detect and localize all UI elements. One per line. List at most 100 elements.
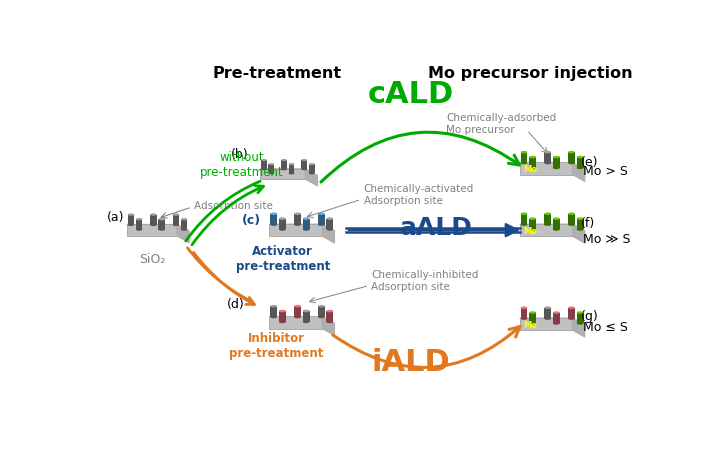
Text: Mo ≤ S: Mo ≤ S — [583, 321, 628, 334]
Polygon shape — [520, 318, 585, 325]
Bar — [294, 306, 301, 317]
Ellipse shape — [568, 162, 575, 164]
Bar — [577, 157, 583, 168]
Bar — [318, 306, 325, 317]
Bar — [318, 214, 325, 225]
Ellipse shape — [521, 317, 527, 320]
Ellipse shape — [577, 217, 583, 220]
Ellipse shape — [529, 217, 536, 220]
FancyArrowPatch shape — [187, 248, 251, 301]
Ellipse shape — [303, 321, 310, 323]
Polygon shape — [269, 317, 335, 324]
Ellipse shape — [279, 321, 286, 323]
Text: (b): (b) — [230, 148, 248, 161]
Text: without
pre-treatment: without pre-treatment — [200, 151, 284, 179]
Ellipse shape — [544, 212, 551, 215]
Ellipse shape — [544, 162, 551, 164]
Text: Mo precursor injection: Mo precursor injection — [428, 66, 633, 81]
Ellipse shape — [294, 305, 301, 308]
Bar — [568, 214, 575, 225]
Ellipse shape — [521, 212, 527, 215]
Bar — [521, 308, 527, 318]
Bar — [279, 311, 286, 322]
Ellipse shape — [127, 213, 134, 216]
Ellipse shape — [261, 159, 267, 161]
Bar — [529, 157, 536, 168]
Ellipse shape — [127, 224, 134, 226]
FancyArrowPatch shape — [186, 181, 260, 241]
Text: Chemically-adsorbed
Mo precursor: Chemically-adsorbed Mo precursor — [446, 113, 557, 135]
FancyArrowPatch shape — [192, 186, 264, 245]
Ellipse shape — [568, 317, 575, 320]
Text: (g): (g) — [581, 310, 598, 323]
Ellipse shape — [553, 322, 559, 325]
Ellipse shape — [309, 163, 315, 165]
Polygon shape — [323, 317, 335, 336]
Bar — [544, 308, 551, 318]
Ellipse shape — [577, 322, 583, 325]
Ellipse shape — [282, 159, 287, 161]
Ellipse shape — [529, 228, 536, 231]
Ellipse shape — [279, 310, 286, 312]
Ellipse shape — [553, 217, 559, 220]
Ellipse shape — [302, 168, 307, 170]
Polygon shape — [572, 162, 585, 182]
Ellipse shape — [521, 162, 527, 164]
Text: Mo: Mo — [523, 227, 538, 236]
Ellipse shape — [529, 167, 536, 169]
Bar — [529, 219, 536, 229]
Polygon shape — [520, 162, 585, 169]
Polygon shape — [305, 169, 318, 186]
Ellipse shape — [544, 223, 551, 226]
Ellipse shape — [150, 224, 157, 226]
Ellipse shape — [318, 223, 325, 226]
Bar — [568, 308, 575, 318]
Polygon shape — [269, 224, 323, 236]
Bar — [303, 311, 310, 322]
Polygon shape — [261, 169, 305, 179]
Ellipse shape — [544, 151, 551, 153]
Polygon shape — [520, 224, 572, 236]
Text: SiO₂: SiO₂ — [139, 253, 165, 266]
Bar — [303, 219, 310, 229]
Bar — [302, 160, 307, 169]
Text: Chemically-inhibited
Adsorption site: Chemically-inhibited Adsorption site — [372, 270, 479, 292]
Text: Inhibitor
pre-treatment: Inhibitor pre-treatment — [230, 332, 324, 360]
Text: iALD: iALD — [372, 348, 451, 377]
Bar — [553, 313, 559, 324]
Ellipse shape — [271, 223, 277, 226]
Text: (d): (d) — [227, 298, 244, 311]
Ellipse shape — [294, 223, 301, 226]
Text: Pre-treatment: Pre-treatment — [212, 66, 341, 81]
Ellipse shape — [326, 228, 333, 231]
Bar — [136, 219, 143, 229]
Polygon shape — [520, 318, 572, 330]
Ellipse shape — [271, 305, 277, 308]
Ellipse shape — [303, 217, 310, 220]
FancyArrowPatch shape — [333, 327, 520, 368]
Text: Mo: Mo — [523, 321, 538, 330]
Bar — [309, 164, 315, 173]
Ellipse shape — [271, 212, 277, 215]
Ellipse shape — [269, 172, 274, 174]
Ellipse shape — [294, 212, 301, 215]
Text: Chemically-activated
Adsorption site: Chemically-activated Adsorption site — [364, 184, 474, 206]
Ellipse shape — [318, 316, 325, 318]
Ellipse shape — [271, 316, 277, 318]
Ellipse shape — [173, 213, 179, 216]
Ellipse shape — [544, 306, 551, 309]
Bar — [289, 164, 294, 173]
Ellipse shape — [544, 317, 551, 320]
Bar — [553, 157, 559, 168]
Bar — [269, 164, 274, 173]
Bar — [568, 152, 575, 163]
Polygon shape — [323, 224, 335, 243]
Polygon shape — [572, 224, 585, 243]
Ellipse shape — [181, 228, 187, 231]
Bar — [326, 311, 333, 322]
Ellipse shape — [181, 218, 187, 220]
Ellipse shape — [289, 163, 294, 165]
Text: (a): (a) — [107, 211, 125, 224]
Ellipse shape — [553, 156, 559, 158]
Text: Adsorption site: Adsorption site — [194, 201, 273, 211]
